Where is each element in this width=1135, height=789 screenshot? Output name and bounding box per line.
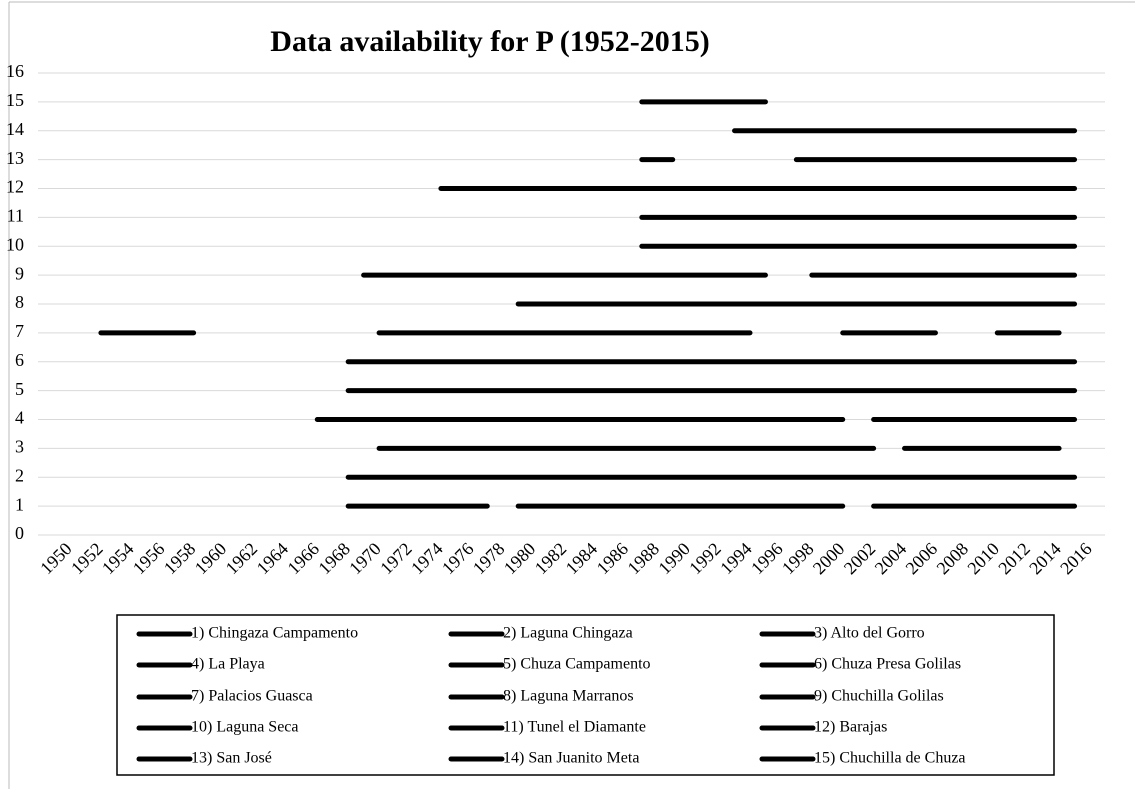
x-tick-label: 2004 <box>871 539 911 579</box>
x-tick-label: 1954 <box>98 539 138 579</box>
x-tick-label: 1996 <box>747 539 787 579</box>
x-tick-label: 1974 <box>407 539 447 579</box>
x-tick-label: 2000 <box>809 539 849 579</box>
legend-label: 9) Chuchilla Golilas <box>814 688 944 705</box>
x-tick-label: 1958 <box>160 539 200 579</box>
x-tick-label: 1970 <box>345 539 385 579</box>
legend-label: 10) Laguna Seca <box>191 719 299 736</box>
y-tick-label: 14 <box>6 119 24 139</box>
y-tick-label: 4 <box>15 408 24 428</box>
legend-label: 4) La Playa <box>191 656 265 673</box>
y-tick-label: 7 <box>15 321 24 341</box>
x-tick-label: 1950 <box>36 539 76 579</box>
x-tick-label: 1976 <box>438 539 478 579</box>
x-tick-label: 1982 <box>531 539 571 579</box>
x-tick-label: 2006 <box>902 539 942 579</box>
x-tick-label: 1972 <box>376 539 416 579</box>
x-tick-label: 2014 <box>1025 539 1065 579</box>
y-tick-label: 16 <box>6 61 24 81</box>
legend-label: 7) Palacios Guasca <box>191 688 313 705</box>
y-tick-label: 15 <box>6 90 24 110</box>
x-tick-label: 1956 <box>129 539 169 579</box>
x-tick-label: 1984 <box>562 539 602 579</box>
x-tick-label: 1966 <box>283 539 323 579</box>
legend-label: 8) Laguna Marranos <box>503 688 634 705</box>
y-tick-label: 12 <box>6 177 24 197</box>
x-tick-label: 1990 <box>654 539 694 579</box>
x-tick-label: 1988 <box>623 539 663 579</box>
x-tick-label: 1952 <box>67 539 107 579</box>
legend-label: 11) Tunel el Diamante <box>503 719 646 736</box>
x-tick-label: 1968 <box>314 539 354 579</box>
x-tick-label: 1978 <box>469 539 509 579</box>
y-tick-label: 8 <box>15 292 24 312</box>
x-tick-label: 1994 <box>716 539 756 579</box>
x-tick-label: 2016 <box>1056 539 1096 579</box>
legend-box <box>116 614 1055 776</box>
x-tick-label: 1964 <box>253 539 293 579</box>
y-tick-label: 9 <box>15 263 24 283</box>
y-tick-label: 10 <box>6 234 24 254</box>
y-tick-label: 11 <box>7 206 24 226</box>
chart-title: Data availability for P (1952-2015) <box>270 25 709 58</box>
x-tick-label: 1992 <box>685 539 725 579</box>
x-tick-label: 1986 <box>593 539 633 579</box>
y-tick-label: 0 <box>15 523 24 543</box>
x-tick-label: 2002 <box>840 539 880 579</box>
y-tick-label: 13 <box>6 148 24 168</box>
legend-label: 5) Chuza Campamento <box>503 656 651 673</box>
x-tick-label: 1960 <box>191 539 231 579</box>
x-tick-label: 2008 <box>933 539 973 579</box>
x-tick-label: 2012 <box>994 539 1034 579</box>
x-tick-label: 2010 <box>963 539 1003 579</box>
legend-label: 6) Chuza Presa Golilas <box>814 656 961 673</box>
legend-label: 13) San José <box>191 750 272 767</box>
legend-label: 15) Chuchilla de Chuza <box>814 750 966 767</box>
x-tick-label: 1962 <box>222 539 262 579</box>
y-tick-label: 2 <box>15 465 24 485</box>
y-tick-label: 3 <box>15 437 24 457</box>
y-tick-label: 5 <box>15 379 24 399</box>
legend-label: 3) Alto del Gorro <box>814 625 925 642</box>
legend-label: 14) San Juanito Meta <box>503 750 639 767</box>
legend-label: 2) Laguna Chingaza <box>503 625 633 642</box>
y-tick-label: 1 <box>15 494 24 514</box>
legend-label: 1) Chingaza Campamento <box>191 625 358 642</box>
x-tick-label: 1980 <box>500 539 540 579</box>
x-tick-label: 1998 <box>778 539 818 579</box>
legend-label: 12) Barajas <box>814 719 887 736</box>
y-tick-label: 6 <box>15 350 24 370</box>
